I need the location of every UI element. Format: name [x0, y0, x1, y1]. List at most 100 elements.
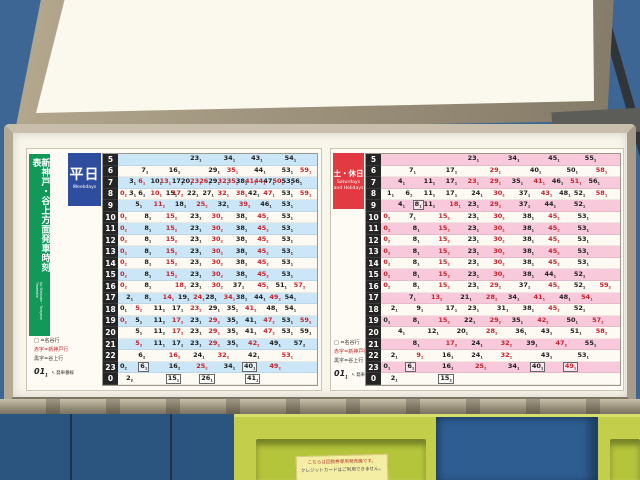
minutes-cell: 02 81 152 231 302 381 452 531 — [118, 223, 317, 235]
departure-time: 131 — [159, 177, 172, 186]
timetable-row-hour-16: 16 02 81 181 231 302 371 452 511 572 — [103, 281, 317, 293]
minutes-cell: 31 61 101 131 171 201 231 261 291 321 351 381 411 441… — [118, 177, 317, 189]
departure-time: 302 — [211, 281, 223, 290]
departure-time: 81 — [412, 315, 420, 325]
departure-time: 241 — [471, 188, 483, 198]
departure-time: 401 — [529, 165, 542, 175]
departure-time: 421 — [248, 188, 260, 198]
hour-label: 21 — [366, 338, 381, 351]
hour-label: 17 — [103, 292, 118, 305]
minutes-cell: 11 61 111 171 241 302 371 431 481 521 581 — [381, 188, 620, 201]
departure-time: 341 — [223, 292, 236, 302]
departure-time: 411 — [245, 327, 257, 336]
minutes-cell: 71 132 211 282 341 411 481 541 — [381, 292, 620, 305]
hour-label: 17 — [366, 292, 381, 305]
departure-time: 121 — [427, 327, 439, 336]
legend-red-line: 赤字=新神戸行 — [34, 347, 69, 353]
departure-time: 381 — [522, 304, 535, 313]
departure-time: 81 — [412, 258, 420, 267]
departure-time: 381 — [235, 212, 248, 221]
timetable-row-hour-12: 12 02 81 152 231 302 381 452 531 — [103, 234, 317, 247]
departure-time: 371 — [518, 281, 531, 290]
departure-time: 381 — [235, 292, 248, 302]
machine-notice-sign: こちらは回数券専用発売機です。 クレジットカードはご利用できません。 — [295, 453, 389, 480]
legend: □ =名谷行 赤字=新神戸行 黒字=谷上行 011 発車番線 — [34, 337, 100, 379]
timetable-row-hour-10: 10 02 81 152 231 302 381 452 531 — [103, 211, 317, 224]
hour-label: 16 — [366, 281, 381, 293]
hour-label: 0 — [103, 373, 118, 385]
wall-seam — [170, 414, 172, 480]
timetable-row-hour-7: 7 31 61 101 131 171 201 231 261 291 321 351 381 411 44… — [103, 177, 317, 189]
legend-box-line: □ =名谷行 — [334, 340, 360, 346]
timetable-row-hour-21: 21 81 172 241 322 391 472 551 — [366, 338, 620, 351]
departure-time: 351 — [226, 304, 239, 313]
departure-time: 81 — [144, 258, 152, 267]
departure-time: 452 — [257, 246, 269, 256]
departure-time: 302 — [211, 258, 223, 267]
departure-time: 11 — [387, 188, 395, 198]
minutes-cell: 02 71 152 231 302 381 452 531 — [381, 211, 620, 224]
departure-time: 452 — [257, 235, 269, 244]
departure-time: 172 — [171, 315, 184, 325]
departure-time: 132 — [430, 292, 443, 302]
departure-time: 381 — [235, 188, 248, 198]
departure-time: 71 — [141, 165, 149, 175]
hour-label: 6 — [103, 165, 118, 178]
departure-time: 231 — [190, 269, 202, 279]
departure-time: 02 — [383, 223, 391, 233]
minutes-cell: 02 81 152 231 302 381 452 531 — [118, 234, 317, 247]
departure-time: 441 — [544, 269, 556, 279]
departure-time: 152 — [438, 212, 450, 221]
departure-time: 171 — [445, 165, 458, 175]
departure-time: 261 — [199, 373, 215, 384]
timetable-row-hour-8: 8 02 31 61 101 151 172 221 271 321 381 421 471 531 591 — [103, 188, 317, 201]
departure-time: 171 — [171, 304, 184, 313]
departure-time: 531 — [281, 200, 294, 209]
departure-time: 51 — [135, 315, 143, 325]
minutes-cell: 22 151 261 411 — [118, 373, 317, 385]
departure-time: 261 — [199, 177, 211, 186]
hour-label: 7 — [366, 177, 381, 189]
departure-time: 21 — [390, 373, 398, 383]
departure-time: 521 — [573, 281, 586, 290]
weekday-table: 5 231 341 431 541 6 71 161 291 351 441 531 591 7 31 61 1… — [102, 153, 318, 386]
hour-label: 23 — [366, 361, 381, 374]
hour-label: 10 — [366, 211, 381, 224]
hour-label: 14 — [103, 257, 118, 270]
departure-time: 371 — [232, 281, 245, 290]
departure-time: 201 — [456, 327, 469, 336]
hour-label: 13 — [366, 246, 381, 258]
departure-time: 171 — [445, 304, 458, 313]
minutes-cell: 02 81 152 231 302 381 452 531 — [118, 211, 317, 224]
departure-time: 461 — [260, 200, 272, 209]
departure-time: 41 — [398, 327, 405, 336]
departure-time: 302 — [211, 223, 223, 233]
departure-time: 111 — [423, 177, 436, 186]
departure-time: 472 — [555, 339, 567, 348]
departure-time: 292 — [208, 327, 220, 336]
departure-time: 52 — [135, 339, 143, 348]
timetable-row-hour-14: 14 02 81 152 231 302 381 452 531 — [103, 257, 317, 270]
timetable-row-hour-17: 17 21 81 141 191 241 281 341 381 441 492 541 — [103, 292, 317, 305]
departure-time: 152 — [438, 373, 454, 384]
hour-label: 11 — [103, 223, 118, 235]
legend-black-line: 黒字=谷上行 — [34, 356, 64, 362]
departure-time: 252 — [474, 362, 487, 371]
departure-time: 401 — [529, 362, 546, 373]
departure-time: 152 — [165, 223, 178, 233]
departure-time: 292 — [489, 315, 502, 325]
timetable-row-hour-13: 13 02 81 152 231 302 381 452 531 — [366, 246, 620, 258]
departure-time: 02 — [383, 246, 391, 256]
legend-sample-time: 011 — [34, 367, 48, 378]
hour-label: 23 — [103, 361, 118, 374]
departure-time: 152 — [438, 281, 450, 290]
departure-time: 381 — [235, 235, 248, 244]
departure-time: 162 — [168, 362, 181, 371]
departure-time: 231 — [467, 246, 480, 256]
departure-time: 71 — [409, 165, 416, 175]
departure-time: 61 — [138, 177, 146, 186]
departure-time: 231 — [190, 235, 202, 244]
minutes-cell: 21 91 171 231 311 381 452 521 — [381, 304, 620, 316]
departure-time: 231 — [190, 339, 202, 348]
departure-time: 361 — [515, 327, 527, 336]
